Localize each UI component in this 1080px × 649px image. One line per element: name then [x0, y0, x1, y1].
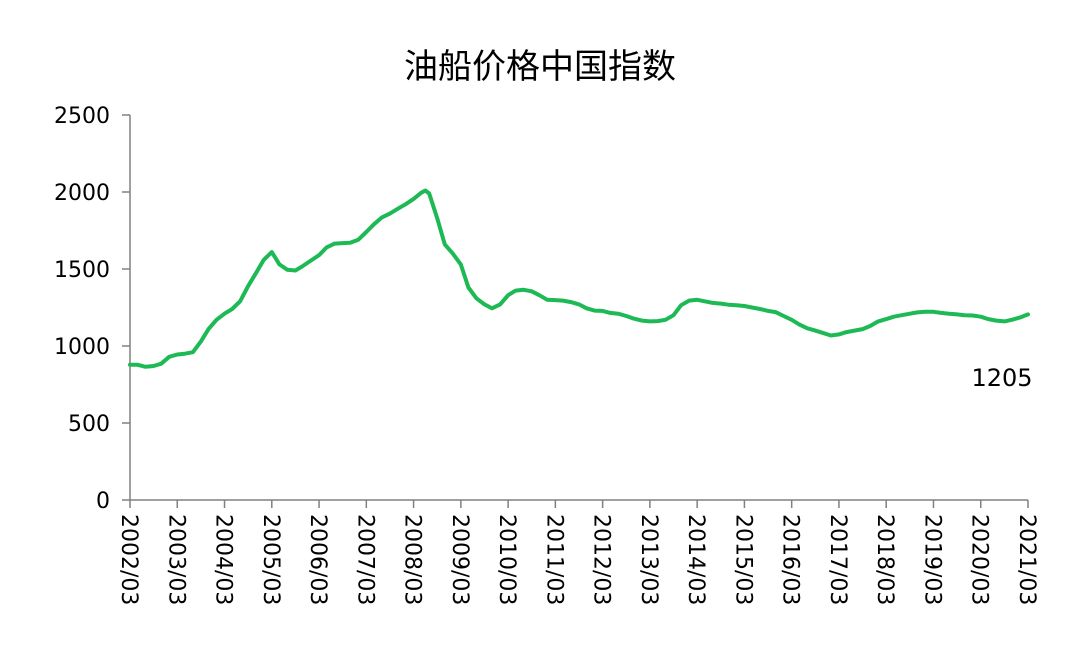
x-tick-label: 2018/03	[872, 514, 897, 605]
y-tick-label: 2000	[54, 181, 110, 206]
series-line-0	[128, 188, 1030, 369]
chart-title: 油船价格中国指数	[404, 47, 676, 87]
x-tick-label: 2010/03	[494, 514, 519, 605]
y-tick-label: 0	[96, 489, 110, 514]
y-axis-ticks: 0 500 1000 1500 2000 2500	[54, 104, 130, 514]
x-tick-label: 2012/03	[589, 514, 614, 605]
x-tick-label: 2003/03	[163, 514, 188, 605]
x-tick-label: 2020/03	[967, 514, 992, 605]
y-tick-label: 2500	[54, 104, 110, 129]
x-tick-label: 2017/03	[825, 514, 850, 605]
x-tick-label: 2002/03	[116, 514, 141, 605]
x-tick-label: 2011/03	[541, 514, 566, 605]
last-value-label: 1205	[971, 364, 1032, 392]
x-tick-label: 2016/03	[778, 514, 803, 605]
y-tick-label: 500	[68, 412, 110, 437]
x-tick-label: 2008/03	[400, 514, 425, 605]
x-tick-label: 2014/03	[683, 514, 708, 605]
x-tick-label: 2015/03	[730, 514, 755, 605]
x-tick-label: 2021/03	[1014, 514, 1039, 605]
x-tick-label: 2006/03	[305, 514, 330, 605]
x-tick-label: 2009/03	[447, 514, 472, 605]
x-tick-label: 2005/03	[258, 514, 283, 605]
x-tick-label: 2007/03	[352, 514, 377, 605]
x-tick-label: 2019/03	[919, 514, 944, 605]
y-tick-label: 1000	[54, 335, 110, 360]
x-tick-label: 2013/03	[636, 514, 661, 605]
x-axis-ticks: 2002/03 2003/03 2004/03 2005/03 2006/03 2007/…	[116, 500, 1039, 605]
series-lines	[128, 188, 1030, 369]
y-tick-label: 1500	[54, 258, 110, 283]
x-tick-label: 2004/03	[211, 514, 236, 605]
axes	[129, 115, 1028, 501]
